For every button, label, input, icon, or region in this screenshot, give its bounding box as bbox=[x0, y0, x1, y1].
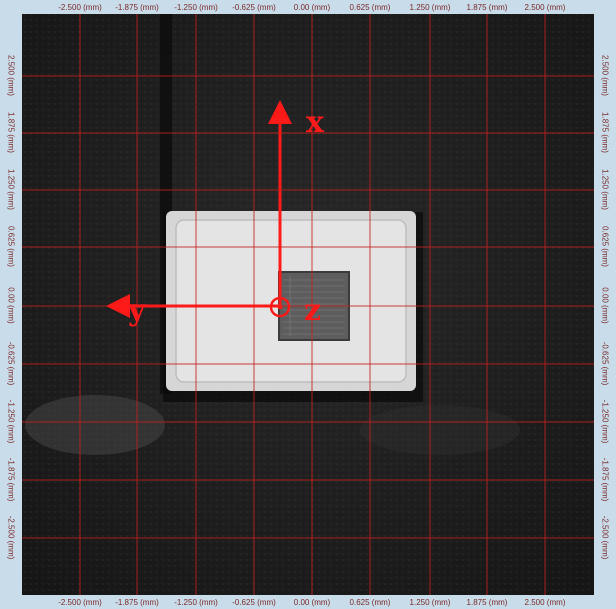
bottom-ruler-tick: 1.250 (mm) bbox=[409, 598, 451, 607]
right-ruler-tick: -2.500 (mm) bbox=[600, 515, 610, 560]
x-axis-label: x bbox=[306, 105, 324, 140]
bottom-ruler-tick: 0.00 (mm) bbox=[293, 598, 331, 607]
bottom-ruler-tick: -0.625 (mm) bbox=[232, 598, 276, 607]
top-ruler-tick: -2.500 (mm) bbox=[58, 3, 102, 12]
top-ruler-tick: -0.625 (mm) bbox=[232, 3, 276, 12]
bottom-ruler-tick: -1.250 (mm) bbox=[174, 598, 218, 607]
top-ruler-tick: 1.250 (mm) bbox=[409, 3, 451, 12]
bottom-ruler-tick: -1.875 (mm) bbox=[115, 598, 159, 607]
bottom-ruler-tick: 2.500 (mm) bbox=[524, 598, 566, 607]
debris-region-2 bbox=[360, 405, 520, 455]
top-ruler-tick: -1.875 (mm) bbox=[115, 3, 159, 12]
bottom-ruler-tick: 0.625 (mm) bbox=[349, 598, 391, 607]
z-axis-dot-icon bbox=[277, 304, 283, 310]
top-ruler-tick: 2.500 (mm) bbox=[524, 3, 566, 12]
bottom-ruler-tick: -2.500 (mm) bbox=[58, 598, 102, 607]
y-axis-label: y bbox=[128, 293, 146, 328]
top-ruler-tick: 1.875 (mm) bbox=[466, 3, 508, 12]
top-ruler-tick: 0.00 (mm) bbox=[293, 3, 331, 12]
z-axis-label: z bbox=[304, 293, 322, 328]
measurement-grid bbox=[22, 14, 594, 595]
left-ruler-tick: -2.500 (mm) bbox=[6, 515, 16, 560]
z-axis-circle-icon bbox=[269, 296, 291, 318]
debris-region bbox=[25, 395, 165, 455]
top-ruler-tick: -1.250 (mm) bbox=[174, 3, 218, 12]
top-ruler-tick: 0.625 (mm) bbox=[349, 3, 391, 12]
bottom-ruler-tick: 1.875 (mm) bbox=[466, 598, 508, 607]
